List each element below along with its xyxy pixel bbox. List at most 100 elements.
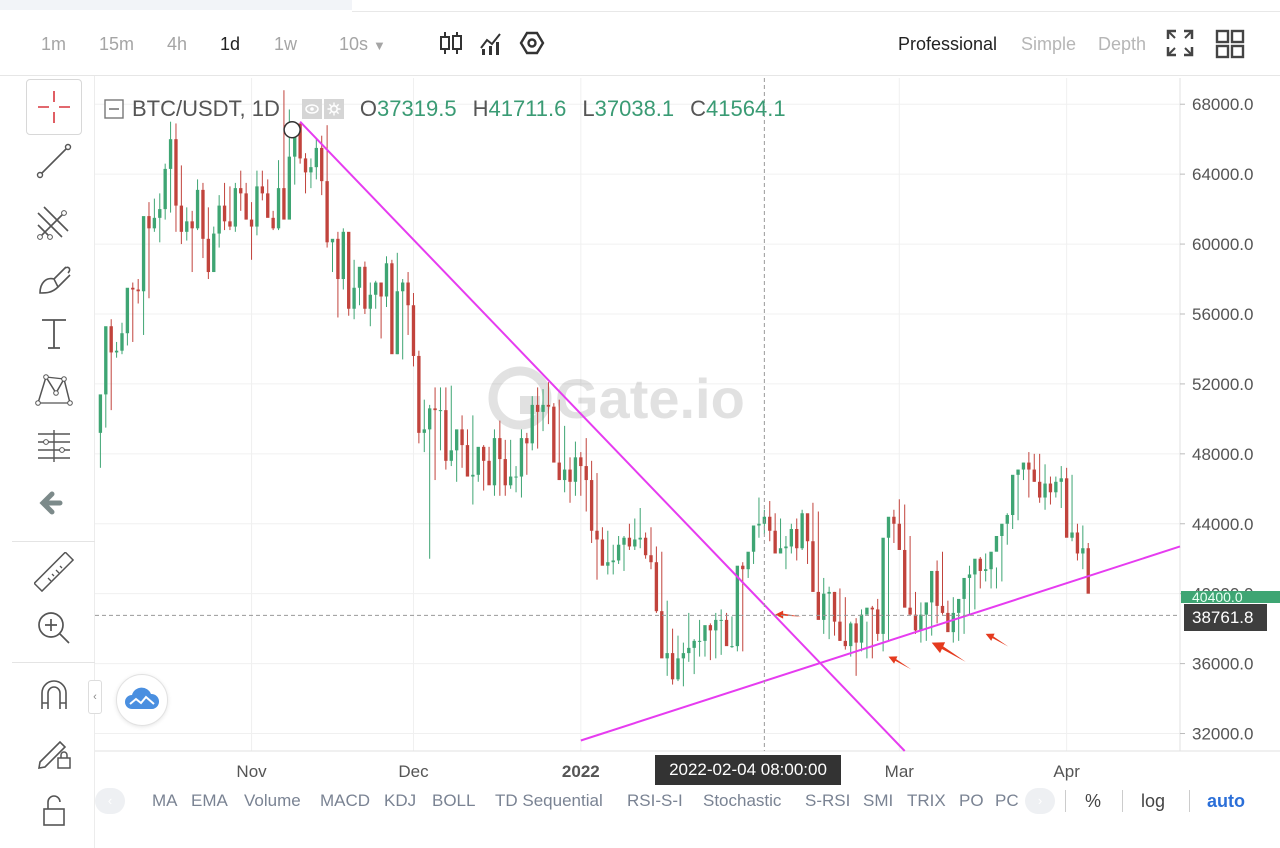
candle-up [508,439,513,489]
timeframe-1w[interactable]: 1w [274,34,298,54]
magnet-tool[interactable] [26,667,82,723]
candle-up [384,256,389,307]
crosshair-tool[interactable] [26,79,82,135]
timeframe-1m[interactable]: 1m [41,34,67,54]
indicator-scroll-right[interactable]: › [1025,788,1055,814]
candle-up [989,551,993,589]
close-label: C [690,96,707,121]
collapse-sidebar-toggle[interactable]: ‹ [88,680,102,714]
measure-tool[interactable] [26,544,82,600]
candle-up [827,586,831,640]
candle-body [239,188,243,194]
candle-body [503,459,507,486]
interval-dropdown[interactable]: 10s ▼ [339,34,386,55]
indicator-ema[interactable]: EMA [191,791,228,810]
candle-body [206,238,211,273]
zoom-tool[interactable] [26,600,82,656]
price-chart[interactable]: Gate.io 68000.0 64000.0 60000.0 56000.0 52000… [95,78,1280,788]
open-label: O [359,96,378,121]
indicator-ma[interactable]: MA [152,791,178,810]
chart-settings-icon[interactable] [519,30,545,56]
candle-body [606,562,610,566]
candle-body [1027,462,1031,470]
timeframe-15m[interactable]: 15m [99,34,135,54]
candle-body [876,609,880,634]
mode-simple[interactable]: Simple [1021,34,1077,54]
candle-up [530,396,534,451]
candle-down [870,605,874,659]
brush-tool[interactable] [26,251,82,307]
collapse-legend-icon[interactable] [104,99,124,119]
cloud-save-button[interactable] [116,674,168,726]
candle-up [676,635,680,682]
unlock-tool[interactable] [26,781,82,837]
indicator-td-sequential[interactable]: TD Sequential [495,791,603,810]
candlestick-chart-icon[interactable] [438,30,464,56]
indicator-volume[interactable]: Volume [244,791,301,810]
indicator-smi[interactable]: SMI [863,791,894,810]
lock-drawing-tool[interactable] [26,724,82,780]
fullscreen-icon[interactable] [1166,29,1194,57]
high-label: H [472,96,489,121]
chevron-right-icon: › [1037,793,1043,808]
candle-up [681,642,686,687]
candle-down [557,399,561,481]
mode-professional[interactable]: Professional [898,34,998,54]
candle-down [239,170,243,211]
pattern-tool[interactable] [26,361,82,417]
undo-tool[interactable] [26,475,82,531]
candle-up [751,525,756,564]
indicator-po[interactable]: PO [959,791,984,810]
indicator-s-rsi[interactable]: S-RSI [805,791,851,810]
layout-grid-icon[interactable] [1215,29,1245,59]
indicator-trix[interactable]: TRIX [907,791,946,810]
candle-body [908,607,912,615]
pitchfork-tool[interactable] [26,193,82,249]
candle-body [465,445,470,477]
visibility-toggle[interactable] [301,99,322,119]
percent-scale-toggle[interactable]: % [1085,791,1102,811]
trend-line-tool[interactable] [26,133,82,189]
indicator-kdj[interactable]: KDJ [384,791,417,810]
fibonacci-tool[interactable] [26,418,82,474]
indicator-pc[interactable]: PC [995,791,1019,810]
indicator-macd[interactable]: MACD [320,791,371,810]
candle-body [708,625,713,631]
candle-body [616,544,621,561]
candle-up [994,535,999,589]
timeframe-4h[interactable]: 4h [167,34,188,54]
close-value: 41564.1 [706,96,786,121]
candle-up [141,216,146,335]
tool-divider [12,541,95,542]
indicator-stochastic[interactable]: Stochastic [703,791,782,810]
candle-body [643,537,648,556]
candle-body [741,565,745,570]
candle-down [174,123,178,232]
candle-up [309,158,313,189]
indicator-chart-icon[interactable] [478,30,504,56]
indicator-boll[interactable]: BOLL [432,791,476,810]
candle-body [757,523,761,526]
candle-body [481,446,486,461]
indicator-scroll-left[interactable]: ‹ [95,788,125,814]
zoom-in-icon [38,612,70,644]
log-scale-toggle[interactable]: log [1141,791,1166,811]
candle-up [185,207,189,241]
candle-up [714,612,718,659]
indicator-rsi-s-i[interactable]: RSI-S-I [627,791,683,810]
candle-up [665,600,669,676]
text-tool[interactable] [26,306,82,362]
auto-scale-toggle[interactable]: auto [1207,791,1245,811]
candle-body [805,513,810,542]
candle-body [168,139,173,169]
mode-depth[interactable]: Depth [1098,34,1147,54]
candle-down [411,293,416,367]
candle-down [1064,467,1069,538]
candle-down [303,153,308,194]
candle-down [584,438,588,512]
candle-down [903,504,907,608]
series-settings[interactable] [323,99,344,119]
timeframe-1d[interactable]: 1d [220,34,241,54]
candle-up [158,193,162,243]
candle-body [249,219,254,227]
